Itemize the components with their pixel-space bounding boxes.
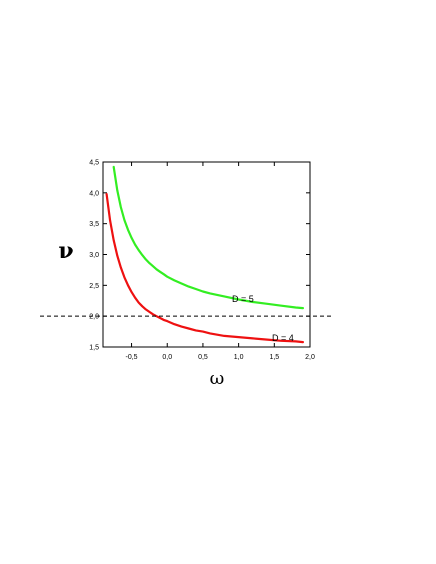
y-tick-label: 3,0 [89,252,99,259]
series-line-d5 [112,165,304,310]
series-line-d4 [105,193,304,344]
curve-label-d4: D = 4 [272,333,294,343]
y-tick-label: 4,0 [89,190,99,197]
y-tick-label: 1,5 [89,345,99,352]
ticks-layer: -0,5 0,0 0,5 1,0 1,5 2,0 1,5 2,0 2,5 3,0 3,5 4,0 4,5 [89,160,315,362]
x-tick-label: 0,5 [198,354,208,361]
x-tick-label: 2,0 [305,354,315,361]
x-axis-label: ω [210,368,225,389]
x-tick-label: -0,5 [126,354,138,361]
x-tick-label: 1,5 [269,354,279,361]
curve-label-d5: D = 5 [232,294,254,304]
plot-frame [102,161,311,348]
x-tick-label: 1,0 [234,354,244,361]
y-tick-label: 2,5 [89,283,99,290]
y-tick-label: 3,5 [89,221,99,228]
y-tick-label: 4,5 [89,160,99,167]
y-axis-label: ν [58,238,73,264]
x-tick-label: 0,0 [162,354,172,361]
series-layer [105,165,304,344]
y-tick-label: 2,0 [89,314,99,321]
